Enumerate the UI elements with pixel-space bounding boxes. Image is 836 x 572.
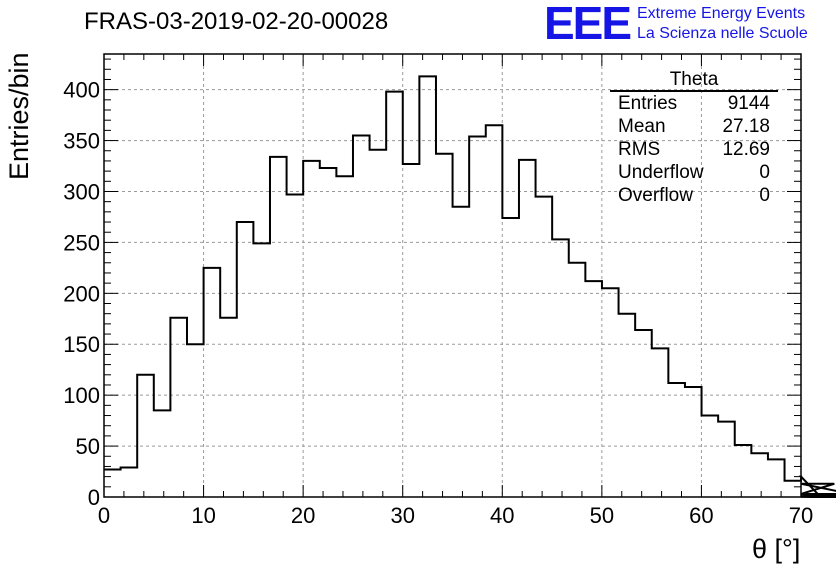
histogram-bin bbox=[436, 154, 453, 497]
stats-value: 0 bbox=[759, 185, 770, 206]
histogram-bin bbox=[519, 160, 536, 497]
histogram-bin bbox=[137, 375, 154, 497]
histogram-line bbox=[104, 75, 836, 498]
histogram-bin bbox=[751, 453, 768, 497]
histogram-bin bbox=[403, 164, 420, 497]
histogram-bin bbox=[220, 318, 237, 497]
histogram-bin bbox=[320, 168, 337, 497]
stats-label: Underflow bbox=[618, 162, 704, 183]
y-tick-label: 300 bbox=[63, 179, 100, 204]
histogram-bin bbox=[370, 150, 387, 497]
stats-row-overflow: Overflow 0 bbox=[610, 184, 778, 207]
x-tick-label: 30 bbox=[390, 503, 414, 528]
histogram-bin bbox=[735, 445, 752, 497]
histogram-bin bbox=[668, 383, 685, 497]
y-tick-label: 100 bbox=[63, 383, 100, 408]
axis-ticks bbox=[103, 54, 802, 498]
histogram-step-line bbox=[104, 75, 836, 498]
histogram-bin bbox=[702, 416, 719, 497]
stats-value: 9144 bbox=[727, 93, 770, 114]
stats-label: RMS bbox=[618, 139, 661, 160]
y-tick-label: 50 bbox=[76, 434, 100, 459]
histogram-bin bbox=[104, 470, 121, 497]
histogram-bin bbox=[419, 76, 436, 497]
x-tick-label: 40 bbox=[490, 503, 514, 528]
y-tick-label: 350 bbox=[63, 129, 100, 154]
histogram-bin bbox=[502, 218, 519, 497]
stats-value: 12.69 bbox=[722, 139, 770, 160]
histogram-bin bbox=[336, 176, 353, 497]
plot-frame bbox=[103, 53, 802, 498]
x-tick-label: 10 bbox=[191, 503, 215, 528]
x-axis-label: θ [°] bbox=[752, 534, 801, 564]
histogram-bin bbox=[237, 222, 254, 497]
y-tick-label: 400 bbox=[63, 78, 100, 103]
stats-row-rms: RMS 12.69 bbox=[610, 138, 778, 161]
x-tick-label: 70 bbox=[789, 503, 813, 528]
histogram-bin bbox=[453, 207, 470, 497]
histogram-bin bbox=[170, 318, 187, 497]
x-tick-label: 0 bbox=[98, 503, 110, 528]
x-tick-label: 50 bbox=[590, 503, 614, 528]
x-tick-label: 60 bbox=[689, 503, 713, 528]
stats-box: Theta Entries 9144 Mean 27.18 RMS 12.69 … bbox=[610, 70, 778, 207]
logo-line-1: Extreme Energy Events bbox=[637, 5, 806, 22]
stats-row-underflow: Underflow 0 bbox=[610, 161, 778, 184]
histogram-bin bbox=[154, 410, 171, 497]
histogram-bin bbox=[386, 92, 403, 497]
histogram-bin bbox=[602, 288, 619, 497]
x-tick-label: 20 bbox=[291, 503, 315, 528]
histogram-bin bbox=[469, 136, 486, 497]
stats-label: Entries bbox=[618, 93, 678, 114]
histogram-bin bbox=[635, 330, 652, 497]
histogram-bin bbox=[768, 459, 785, 497]
histogram-bin bbox=[718, 422, 735, 497]
histogram-bin bbox=[536, 197, 553, 497]
histogram-bin bbox=[353, 135, 370, 497]
histogram-bin bbox=[652, 348, 669, 497]
stats-value: 0 bbox=[759, 162, 770, 183]
histogram-bin bbox=[204, 268, 221, 497]
histogram-bin bbox=[121, 467, 138, 497]
histogram-bin bbox=[685, 387, 702, 497]
histogram-bin bbox=[287, 195, 304, 497]
stats-label: Mean bbox=[618, 116, 666, 137]
y-axis-label: Entries/bin bbox=[4, 52, 34, 180]
histogram-bin bbox=[303, 161, 320, 497]
stats-row-entries: Entries 9144 bbox=[610, 92, 778, 115]
y-tick-label: 250 bbox=[63, 230, 100, 255]
y-tick-label: 200 bbox=[63, 281, 100, 306]
histogram-bin bbox=[270, 157, 287, 497]
stats-row-mean: Mean 27.18 bbox=[610, 115, 778, 138]
stats-title: Theta bbox=[610, 70, 778, 92]
y-tick-label: 0 bbox=[88, 485, 100, 510]
stats-label: Overflow bbox=[618, 185, 693, 206]
histogram-bin bbox=[785, 481, 801, 497]
chart-title: FRAS-03-2019-02-20-00028 bbox=[84, 8, 389, 35]
histogram-bin bbox=[253, 243, 270, 497]
histogram-bin bbox=[619, 314, 636, 497]
histogram-bin bbox=[486, 125, 503, 497]
histogram-bin bbox=[552, 239, 569, 497]
histogram-bin bbox=[569, 263, 586, 497]
stats-value: 27.18 bbox=[722, 116, 770, 137]
histogram-bin bbox=[585, 281, 602, 497]
histogram-bin bbox=[187, 344, 204, 497]
y-tick-label: 150 bbox=[63, 332, 100, 357]
logo-line-2: La Scienza nelle Scuole bbox=[637, 25, 808, 42]
tick-labels: 0 10 20 30 40 50 60 70 0 50 100 150 200 250 300 350 400 bbox=[63, 78, 813, 528]
eee-logo: EEE bbox=[544, 0, 632, 49]
